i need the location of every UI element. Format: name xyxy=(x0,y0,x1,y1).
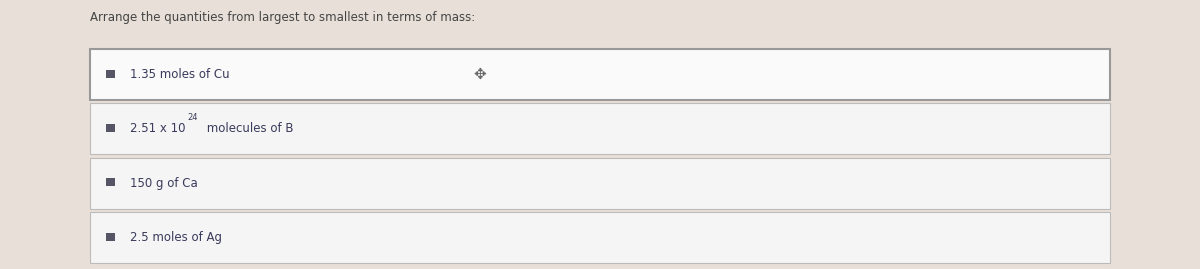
Text: 150 g of Ca: 150 g of Ca xyxy=(130,177,197,190)
Bar xyxy=(106,73,115,78)
Bar xyxy=(106,126,115,130)
Bar xyxy=(106,178,115,183)
Bar xyxy=(106,128,115,132)
Text: Arrange the quantities from largest to smallest in terms of mass:: Arrange the quantities from largest to s… xyxy=(90,11,475,24)
FancyBboxPatch shape xyxy=(90,212,1110,263)
FancyBboxPatch shape xyxy=(90,158,1110,209)
Text: molecules of B: molecules of B xyxy=(203,122,293,135)
Bar xyxy=(106,124,115,128)
Bar xyxy=(106,236,115,241)
FancyBboxPatch shape xyxy=(90,103,1110,154)
Bar xyxy=(106,70,115,74)
Bar xyxy=(106,72,115,76)
Text: 2.5 moles of Ag: 2.5 moles of Ag xyxy=(130,231,222,244)
Text: ✥: ✥ xyxy=(474,67,486,82)
FancyBboxPatch shape xyxy=(90,49,1110,100)
Bar xyxy=(106,180,115,185)
Text: 24: 24 xyxy=(187,113,198,122)
Bar xyxy=(106,182,115,186)
Bar xyxy=(106,233,115,237)
Text: 2.51 x 10: 2.51 x 10 xyxy=(130,122,185,135)
Text: 1.35 moles of Cu: 1.35 moles of Cu xyxy=(130,68,229,81)
Bar xyxy=(106,235,115,239)
